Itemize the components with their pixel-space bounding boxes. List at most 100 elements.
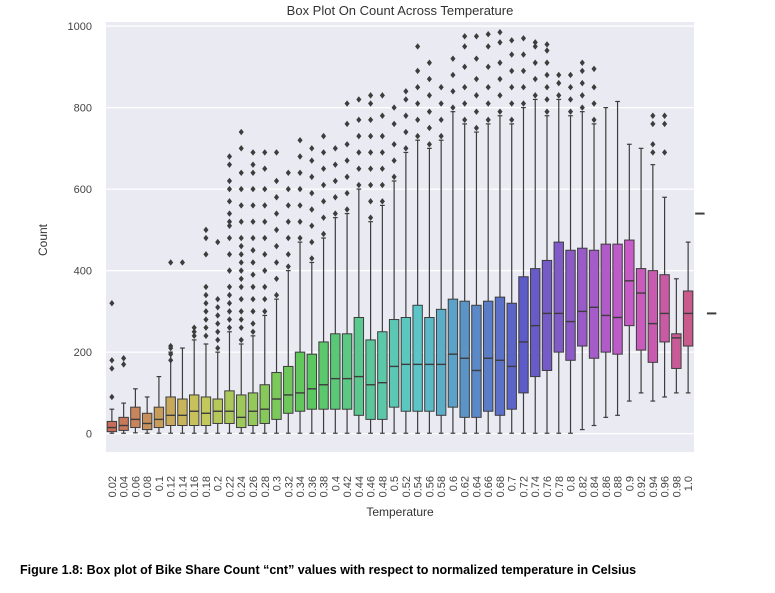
outlier-point bbox=[450, 55, 456, 62]
outlier-point bbox=[168, 350, 174, 358]
outlier-point bbox=[344, 157, 350, 164]
outlier-point bbox=[203, 226, 209, 234]
outlier-point bbox=[238, 267, 244, 274]
x-tick-label: 0.64 bbox=[471, 476, 483, 497]
box-0.14 bbox=[177, 259, 188, 434]
x-tick-label: 0.92 bbox=[636, 476, 648, 497]
outlier-point bbox=[391, 120, 397, 128]
outlier-point bbox=[250, 295, 256, 303]
outlier-point bbox=[438, 84, 444, 91]
outlier-point bbox=[356, 132, 362, 140]
outlier-point bbox=[226, 222, 233, 229]
outlier-point bbox=[509, 116, 515, 124]
outlier-point bbox=[509, 84, 515, 91]
outlier-point bbox=[250, 328, 256, 335]
iqr-box bbox=[224, 390, 235, 424]
outlier-point bbox=[215, 320, 221, 327]
outlier-point bbox=[650, 120, 656, 128]
outlier-point bbox=[497, 59, 503, 66]
outlier-point bbox=[591, 100, 597, 107]
box-0.64 bbox=[471, 33, 482, 434]
box-0.3 bbox=[271, 149, 282, 434]
outlier-point bbox=[203, 316, 209, 323]
x-tick-label: 0.4 bbox=[330, 476, 342, 491]
outlier-point bbox=[591, 116, 597, 124]
outlier-point bbox=[226, 198, 233, 205]
outlier-point bbox=[556, 92, 562, 99]
outlier-point bbox=[485, 43, 491, 50]
x-tick-label: 0.26 bbox=[248, 476, 260, 497]
outlier-point bbox=[544, 108, 550, 115]
outlier-point bbox=[238, 169, 244, 177]
outlier-point bbox=[226, 283, 233, 291]
outlier-point bbox=[591, 84, 597, 91]
outlier-point bbox=[226, 291, 233, 299]
outlier-point bbox=[121, 361, 127, 368]
box-0.18 bbox=[200, 226, 212, 434]
iqr-box bbox=[106, 420, 118, 433]
outlier-point bbox=[273, 291, 280, 299]
box-0.78 bbox=[553, 71, 564, 434]
x-tick-label: 0.06 bbox=[130, 476, 142, 497]
outlier-point bbox=[238, 218, 244, 225]
outlier-point bbox=[462, 100, 468, 107]
outlier-point bbox=[273, 194, 280, 201]
outlier-point bbox=[332, 194, 338, 201]
outlier-point bbox=[203, 308, 209, 315]
y-tick-label: 200 bbox=[74, 347, 92, 359]
outlier-point bbox=[532, 39, 538, 46]
outlier-point bbox=[426, 92, 432, 99]
outlier-point bbox=[344, 100, 350, 107]
x-tick-label: 0.86 bbox=[601, 476, 613, 497]
outlier-point bbox=[215, 295, 221, 303]
y-tick-label: 800 bbox=[74, 103, 92, 115]
outlier-point bbox=[121, 355, 127, 362]
outlier-point bbox=[297, 136, 303, 144]
outlier-point bbox=[473, 33, 479, 40]
outlier-point bbox=[426, 108, 432, 115]
x-tick-label: 0.56 bbox=[424, 476, 436, 497]
iqr-box bbox=[165, 396, 176, 427]
x-tick-label: 0.5 bbox=[389, 476, 401, 491]
outlier-point bbox=[215, 336, 221, 344]
iqr-box bbox=[353, 316, 365, 416]
iqr-box bbox=[141, 412, 153, 431]
x-tick-label: 0.8 bbox=[566, 476, 578, 491]
box-0.08 bbox=[141, 396, 153, 434]
iqr-box bbox=[635, 268, 647, 351]
iqr-box bbox=[541, 259, 553, 371]
outlier-point bbox=[520, 100, 527, 107]
outlier-point bbox=[203, 234, 209, 242]
outlier-point bbox=[250, 161, 256, 168]
outlier-point bbox=[415, 67, 421, 75]
outlier-point bbox=[438, 116, 444, 124]
outlier-point bbox=[391, 104, 397, 111]
box-0.54 bbox=[412, 43, 423, 434]
iqr-box bbox=[236, 394, 247, 429]
y-tick-label: 400 bbox=[74, 266, 92, 278]
x-tick-label: 0.24 bbox=[236, 476, 248, 497]
outlier-point bbox=[262, 165, 268, 172]
outlier-point bbox=[473, 55, 479, 62]
outlier-point bbox=[509, 51, 515, 58]
outlier-point bbox=[203, 300, 209, 307]
iqr-box bbox=[612, 243, 623, 355]
boxes-layer bbox=[106, 28, 717, 434]
box-0.72 bbox=[518, 35, 529, 434]
iqr-box bbox=[271, 372, 282, 420]
x-tick-label: 0.88 bbox=[613, 476, 625, 497]
outlier-point bbox=[250, 308, 256, 315]
iqr-box bbox=[247, 392, 259, 427]
outlier-point bbox=[356, 165, 362, 172]
x-tick-label: 0.18 bbox=[201, 476, 213, 497]
outlier-point bbox=[226, 234, 233, 242]
outlier-point bbox=[109, 365, 115, 372]
outlier-point bbox=[391, 157, 397, 164]
outlier-point bbox=[379, 132, 385, 140]
outlier-point bbox=[415, 84, 421, 91]
x-tick-label: 0.96 bbox=[660, 476, 672, 497]
outlier-point bbox=[567, 84, 574, 91]
box-0.02 bbox=[106, 300, 118, 434]
outlier-point bbox=[356, 96, 362, 103]
